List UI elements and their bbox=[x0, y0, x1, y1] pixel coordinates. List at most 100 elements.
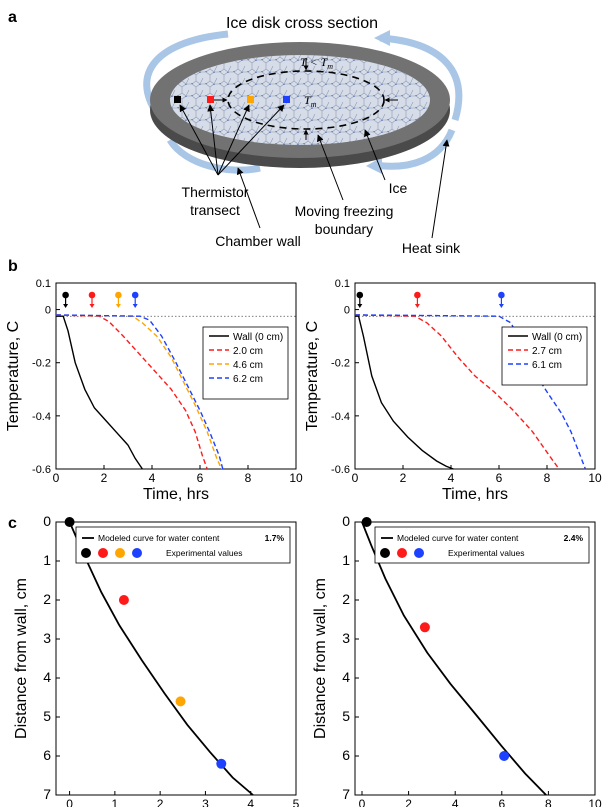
y-axis-label: Distance from wall, cm bbox=[13, 578, 30, 739]
y-tick-label: -0.2 bbox=[331, 358, 350, 370]
y-tick-label: 5 bbox=[43, 708, 51, 724]
y-tick-label: 1 bbox=[342, 552, 350, 568]
callout-heatsink bbox=[431, 139, 450, 239]
legend-model-label: Modeled curve for water content bbox=[98, 533, 220, 543]
plot-frame bbox=[354, 521, 596, 796]
flow-arrow-bottom-left bbox=[167, 137, 261, 174]
x-axis-label: Time, hrs bbox=[442, 486, 508, 503]
panel-b-letter: b bbox=[8, 258, 18, 275]
x-tick-label: 2 bbox=[157, 797, 164, 807]
y-tick-label: 7 bbox=[43, 786, 51, 802]
panel-a-letter: a bbox=[8, 9, 17, 26]
chart-c-right: 024681001234567Time, hrsDistance from wa… bbox=[312, 513, 602, 807]
x-tick-label: 10 bbox=[588, 797, 602, 807]
sensor-marker-2 bbox=[115, 291, 122, 299]
legend-point-1 bbox=[397, 548, 407, 558]
thermistor-red bbox=[207, 96, 214, 103]
y-tick-label: 4 bbox=[342, 669, 350, 685]
sensor-marker-2 bbox=[498, 291, 505, 299]
sensor-marker-head-0 bbox=[357, 304, 363, 308]
x-tick-label: 6 bbox=[197, 471, 204, 485]
x-tick-label: 10 bbox=[289, 471, 303, 485]
moving-label-2: boundary bbox=[315, 221, 373, 237]
y-tick-label: 0.1 bbox=[36, 278, 51, 290]
x-tick-label: 3 bbox=[202, 797, 209, 807]
legend-point-1 bbox=[98, 548, 108, 558]
x-tick-label: 0 bbox=[359, 797, 366, 807]
thermistor-label-2: transect bbox=[190, 202, 240, 218]
callout-boundary bbox=[316, 134, 344, 201]
x-tick-label: 0 bbox=[66, 797, 73, 807]
flow-arrowhead-right bbox=[374, 30, 390, 46]
plot-frame bbox=[55, 282, 297, 470]
series-line-3 bbox=[55, 314, 224, 470]
x-tick-label: 8 bbox=[245, 471, 252, 485]
sensor-marker-head-3 bbox=[132, 304, 138, 308]
plot-frame bbox=[354, 282, 596, 470]
legend-box bbox=[75, 526, 291, 564]
series-line-0 bbox=[56, 315, 143, 470]
y-tick-label: 0 bbox=[342, 513, 350, 529]
sensor-marker-3 bbox=[131, 291, 139, 299]
sensor-marker-0 bbox=[62, 291, 69, 299]
legend-box bbox=[374, 526, 590, 564]
y-tick-label: -0.4 bbox=[331, 411, 350, 423]
sensor-marker-head-0 bbox=[63, 304, 69, 308]
experimental-point-1 bbox=[118, 595, 129, 605]
legend-model-value: 2.4% bbox=[564, 533, 584, 543]
experimental-point-1 bbox=[419, 622, 430, 633]
legend-label-2: 4.6 cm bbox=[233, 360, 263, 371]
y-tick-label: 0 bbox=[344, 305, 350, 317]
y-axis-label: Temperature, C bbox=[304, 321, 321, 431]
experimental-point-0 bbox=[64, 517, 75, 527]
y-tick-label: 1 bbox=[43, 552, 51, 568]
y-tick-label: -0.4 bbox=[32, 411, 51, 423]
flow-arrow-right bbox=[379, 34, 463, 122]
y-tick-label: 0 bbox=[43, 513, 51, 529]
x-axis-label: Time, hrs bbox=[143, 486, 209, 503]
y-tick-label: 3 bbox=[342, 630, 350, 646]
x-tick-label: 8 bbox=[544, 471, 551, 485]
callout-thermistor-4 bbox=[217, 104, 285, 176]
legend-label-0: Wall (0 cm) bbox=[532, 332, 582, 343]
series-line-2 bbox=[55, 314, 223, 470]
series-line-1 bbox=[354, 314, 560, 470]
legend-model-value: 1.7% bbox=[265, 533, 285, 543]
experimental-point-3 bbox=[216, 758, 227, 769]
x-tick-label: 4 bbox=[247, 797, 254, 807]
freezing-boundary bbox=[227, 70, 385, 130]
sensor-marker-head-2 bbox=[498, 304, 504, 308]
y-tick-label: 5 bbox=[342, 708, 350, 724]
thermistor-orange bbox=[247, 96, 254, 103]
legend-model-label: Modeled curve for water content bbox=[397, 533, 519, 543]
y-tick-label: 0 bbox=[45, 305, 51, 317]
x-tick-label: 8 bbox=[545, 797, 552, 807]
series-line-1 bbox=[55, 314, 208, 470]
melt-label: Tm bbox=[304, 93, 317, 109]
y-tick-label: 2 bbox=[43, 591, 51, 607]
sensor-marker-1 bbox=[88, 291, 96, 299]
y-axis-label: Temperature, C bbox=[5, 321, 22, 431]
x-tick-label: 5 bbox=[293, 797, 300, 807]
y-tick-label: 0.1 bbox=[335, 278, 350, 290]
panel-c-letter: c bbox=[8, 515, 17, 532]
heatsink-label: Heat sink bbox=[402, 240, 461, 256]
chart-b-left: 0 2 4 6 8 10 0.1 0 -0.2 -0.4 -0.6 Time, hrs Temperat… bbox=[5, 278, 303, 503]
y-axis-label: Distance from wall, cm bbox=[312, 578, 329, 739]
thermistor-blue bbox=[283, 96, 290, 103]
legend-point-2 bbox=[414, 548, 424, 558]
x-tick-label: 2 bbox=[405, 797, 412, 807]
moving-label-1: Moving freezing bbox=[295, 203, 394, 219]
ice-label: Ice bbox=[389, 180, 408, 196]
x-tick-label: 1 bbox=[112, 797, 119, 807]
legend-point-0 bbox=[380, 548, 390, 558]
chart-b-right: 0 2 4 6 8 10 0.1 0 -0.2 -0.4 -0.6 Time, hrs Temperat… bbox=[304, 278, 602, 503]
panel-a-title: Ice disk cross section bbox=[226, 15, 378, 32]
y-tick-label: -0.2 bbox=[32, 358, 51, 370]
x-tick-label: 6 bbox=[496, 471, 503, 485]
legend-label-1: 2.7 cm bbox=[532, 346, 562, 357]
panel-a: a Ice disk cross section T < Tm Tm bbox=[8, 9, 463, 256]
thermistor-wall bbox=[174, 96, 181, 103]
legend-exp-label: Experimental values bbox=[166, 548, 243, 558]
